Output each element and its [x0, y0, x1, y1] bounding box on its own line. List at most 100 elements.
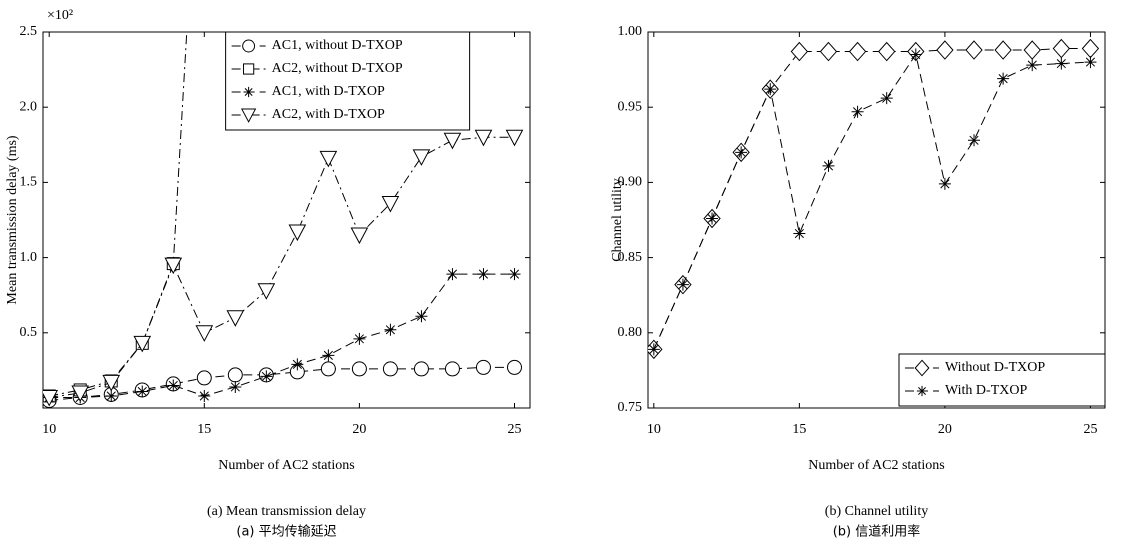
marker [822, 159, 835, 172]
y-multiplier: ×10² [47, 8, 73, 23]
marker [412, 149, 431, 166]
marker [474, 129, 493, 147]
marker [195, 325, 214, 342]
marker [994, 40, 1012, 60]
marker [444, 361, 460, 377]
series-line [49, 366, 515, 401]
marker [764, 83, 777, 96]
legend-label: With D-TXOP [945, 383, 1027, 398]
y-tick-label: 0.90 [618, 175, 643, 190]
legend: Without D-TXOP With D-TXOP [898, 353, 1106, 407]
legend-label: AC2, without D-TXOP [272, 61, 403, 76]
series-line [653, 48, 1091, 350]
marker [1026, 59, 1039, 72]
legend-label: AC2, with D-TXOP [272, 107, 385, 122]
marker [851, 105, 864, 118]
marker [936, 40, 954, 60]
y-tick-label: 0.80 [618, 325, 643, 340]
marker [322, 349, 335, 362]
marker [648, 343, 660, 356]
marker [260, 370, 273, 383]
x-tick-label: 15 [197, 422, 211, 437]
chart: 0.75 0.80 0.85 0.90 0.95 1.00 10 15 20 25 Number o… [610, 24, 1106, 540]
x-tick-label: 10 [42, 422, 56, 437]
marker [506, 359, 522, 375]
marker [1084, 56, 1097, 69]
plot-area [648, 38, 1100, 360]
x-tick-label: 20 [352, 422, 366, 437]
legend: AC1, without D-TXOP AC2, without D-TXOP AC… [225, 31, 471, 131]
marker [819, 41, 838, 62]
marker [350, 227, 369, 245]
y-tick-label: 2.5 [20, 24, 38, 39]
marker [790, 41, 809, 62]
marker [477, 268, 490, 281]
y-axis-label: Mean transmission delay (ms) [5, 135, 20, 304]
marker [508, 268, 521, 281]
legend-marker [243, 63, 255, 75]
marker [43, 389, 59, 407]
plot-frame [647, 31, 1106, 409]
marker [1052, 38, 1071, 59]
y-tick-label: 0.75 [618, 400, 643, 415]
legend-box [225, 31, 471, 131]
marker [105, 389, 118, 402]
series-line [49, 32, 188, 397]
marker [848, 41, 867, 62]
x-axis-label: Number of AC2 stations [808, 458, 945, 473]
x-tick-label: 25 [1083, 422, 1097, 437]
x-tick-label: 25 [507, 422, 521, 437]
x-tick-label: 10 [647, 422, 661, 437]
legend-label: AC1, with D-TXOP [272, 84, 385, 99]
marker [198, 389, 211, 402]
y-tick-label: 1.5 [20, 175, 38, 190]
marker [793, 227, 806, 240]
marker [227, 367, 243, 383]
legend-label: AC1, without D-TXOP [272, 38, 403, 53]
marker [938, 177, 951, 190]
marker [997, 72, 1010, 85]
marker [443, 132, 462, 150]
legend-marker [240, 108, 257, 123]
marker [909, 48, 922, 61]
x-tick-label: 20 [938, 422, 952, 437]
y-tick-label: 0.85 [618, 250, 643, 265]
series-line [49, 136, 515, 398]
marker [353, 332, 366, 345]
x-axis-label: Number of AC2 stations [218, 458, 355, 473]
legend-marker [242, 39, 256, 53]
y-tick-label: 1.0 [20, 250, 38, 265]
marker [1023, 40, 1041, 60]
marker [965, 40, 983, 60]
caption-cn: (b) 信道利用率 [833, 524, 921, 540]
marker [133, 335, 152, 353]
marker [319, 150, 338, 168]
marker [164, 257, 183, 275]
y-axis-label: Channel utility [610, 178, 625, 262]
marker [475, 359, 491, 375]
marker [446, 268, 459, 281]
marker [1055, 57, 1068, 70]
y-tick-label: 2.0 [20, 99, 38, 114]
marker [413, 361, 429, 377]
marker [71, 385, 90, 403]
x-tick-label: 15 [792, 422, 806, 437]
marker [288, 224, 307, 242]
marker [102, 374, 121, 392]
marker [1081, 38, 1100, 59]
marker [229, 380, 242, 393]
marker [880, 92, 893, 105]
marker [735, 146, 748, 159]
legend-marker [243, 86, 254, 98]
marker [415, 310, 428, 323]
y-tick-label: 0.5 [20, 325, 38, 340]
series-line [49, 273, 515, 398]
marker [505, 129, 524, 147]
y-tick-label: 1.00 [618, 24, 643, 39]
plot-area [43, 32, 524, 408]
chart: 0.5 1.0 1.5 2.0 2.5 10 15 20 25 Number of AC2 sta… [5, 8, 531, 540]
marker [384, 323, 397, 336]
caption: (a) Mean transmission delay [207, 504, 366, 519]
marker [320, 361, 336, 377]
legend-box [898, 353, 1106, 407]
